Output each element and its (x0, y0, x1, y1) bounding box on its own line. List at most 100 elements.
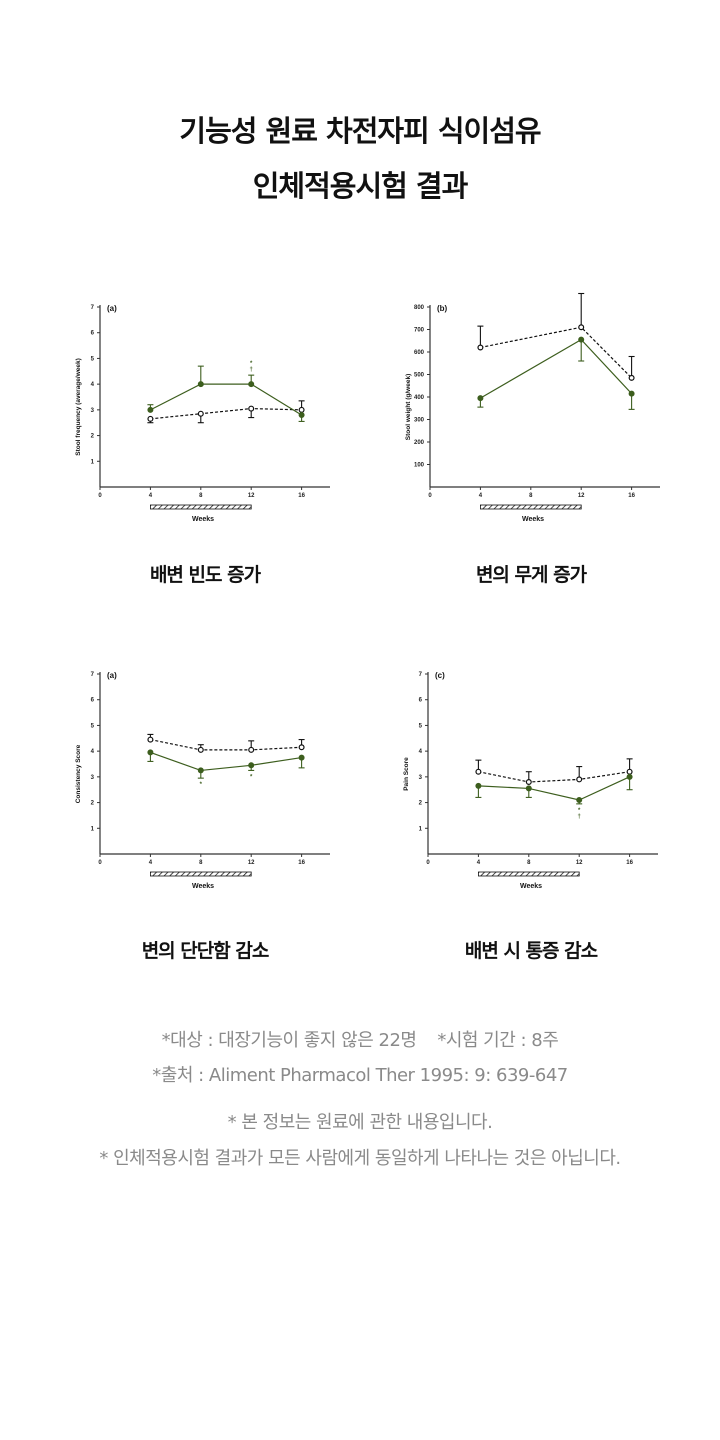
y-tick-label: 1 (91, 826, 95, 832)
panel-label: (a) (107, 304, 117, 313)
treatment-series-line (150, 383, 302, 416)
control-series-line (150, 738, 302, 751)
treatment-period-bar (150, 504, 252, 510)
x-tick-label: 0 (426, 860, 430, 866)
control-point (147, 415, 154, 422)
significance-marker: * (578, 808, 581, 814)
x-tick-label: 16 (628, 493, 635, 499)
treatment-point (147, 406, 154, 413)
treatment-period-bar (480, 504, 582, 510)
y-tick-label: 4 (419, 749, 423, 755)
y-tick-label: 600 (414, 350, 425, 356)
y-tick-label: 100 (414, 463, 425, 469)
y-tick-label: 6 (91, 331, 95, 337)
x-tick-label: 12 (576, 860, 583, 866)
x-axis-label: Weeks (522, 516, 544, 523)
control-point (628, 374, 635, 381)
significance-marker: * (200, 782, 203, 788)
y-tick-label: 5 (91, 356, 95, 362)
y-tick-label: 500 (414, 373, 425, 379)
x-tick-label: 16 (298, 493, 305, 499)
y-tick-label: 2 (419, 801, 423, 807)
treatment-point (628, 390, 635, 397)
y-axis-label: Consistency Score (75, 744, 82, 803)
x-tick-label: 12 (248, 493, 255, 499)
control-series-line (150, 407, 302, 420)
panel-label: (c) (435, 671, 445, 680)
control-point (475, 768, 482, 775)
significance-marker: * (250, 774, 253, 780)
treatment-point (576, 797, 583, 804)
y-tick-label: 2 (91, 801, 95, 807)
control-series-line (480, 326, 633, 379)
y-tick-label: 1 (91, 459, 95, 465)
x-tick-label: 8 (527, 860, 531, 866)
note-subjects-period: *대상 : 대장기능이 좋지 않은 22명 *시험 기간 : 8주 (161, 1030, 559, 1051)
treatment-series-line (478, 776, 630, 801)
control-point (197, 410, 204, 417)
treatment-period-bar (478, 871, 580, 877)
y-tick-label: 7 (91, 305, 95, 311)
y-tick-label: 2 (91, 434, 95, 440)
control-point (197, 746, 204, 753)
y-tick-label: 7 (419, 672, 423, 678)
x-tick-label: 0 (98, 860, 102, 866)
x-tick-label: 4 (479, 493, 483, 499)
significance-marker: * (250, 361, 253, 367)
y-tick-label: 5 (419, 723, 423, 729)
y-tick-label: 3 (91, 775, 95, 781)
x-tick-label: 0 (98, 493, 102, 499)
y-tick-label: 3 (91, 408, 95, 414)
x-tick-label: 0 (428, 493, 432, 499)
treatment-point (147, 749, 154, 756)
treatment-period-bar (150, 871, 252, 877)
x-tick-label: 4 (477, 860, 481, 866)
treatment-point (626, 773, 633, 780)
treatment-point (475, 782, 482, 789)
control-point (248, 405, 255, 412)
note-disclaimer-1: * 본 정보는 원료에 관한 내용입니다. (227, 1112, 493, 1133)
control-point (147, 736, 154, 743)
control-point (626, 768, 633, 775)
y-axis-label: Stool weight (g/week) (405, 374, 412, 440)
y-tick-label: 7 (91, 672, 95, 678)
control-point (248, 746, 255, 753)
stool-weight-chart: 100 200 300 400 500 600 700 800 0 4 8 12 16 (b) Weeks S… (405, 292, 660, 523)
significance-marker: † (578, 814, 581, 820)
chart-caption-pain: 배변 시 통증 감소 (464, 940, 598, 962)
x-tick-label: 16 (626, 860, 633, 866)
treatment-point (298, 411, 305, 418)
treatment-point (248, 762, 255, 769)
x-tick-label: 4 (149, 493, 153, 499)
control-point (576, 776, 583, 783)
x-tick-label: 8 (199, 860, 203, 866)
y-tick-label: 6 (419, 698, 423, 704)
x-tick-label: 12 (578, 493, 585, 499)
treatment-point (578, 336, 585, 343)
treatment-point (525, 785, 532, 792)
control-series-line (478, 771, 630, 783)
chart-caption-frequency: 배변 빈도 증가 (149, 564, 261, 586)
treatment-point (197, 767, 204, 774)
chart-caption-weight: 변의 무게 증가 (475, 564, 587, 586)
x-tick-label: 4 (149, 860, 153, 866)
y-tick-label: 300 (414, 418, 425, 424)
x-axis-label: Weeks (520, 883, 542, 890)
control-point (477, 344, 484, 351)
y-axis-label: Stool frequency (average/week) (75, 358, 82, 456)
treatment-point (248, 381, 255, 388)
treatment-series-line (480, 338, 633, 399)
y-tick-label: 4 (91, 749, 95, 755)
y-axis-label: Pain Score (403, 757, 410, 791)
control-point (578, 324, 585, 331)
y-tick-label: 400 (414, 395, 425, 401)
x-tick-label: 12 (248, 860, 255, 866)
page-title-line1: 기능성 원료 차전자피 식이섬유 (179, 114, 541, 148)
page-title-line2: 인체적용시험 결과 (252, 169, 469, 203)
chart-caption-consistency: 변의 단단함 감소 (141, 940, 270, 962)
x-tick-label: 8 (199, 493, 203, 499)
y-tick-label: 4 (91, 382, 95, 388)
